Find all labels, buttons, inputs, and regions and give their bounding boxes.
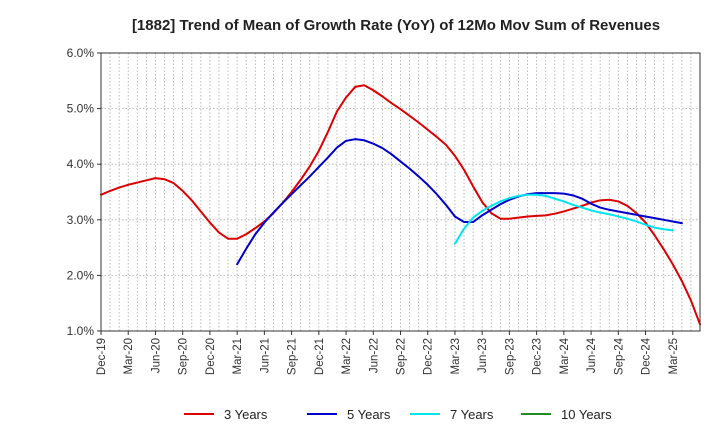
x-tick-label: Dec-20 (205, 338, 217, 375)
plot-frame (100, 52, 701, 332)
x-tick-label: Jun-22 (368, 338, 380, 373)
x-tick-label: Mar-20 (123, 338, 135, 374)
x-tick-label: Sep-24 (613, 337, 625, 375)
x-tick-label: Sep-20 (178, 338, 190, 375)
x-axis-ticks: Dec-19 Mar-20 Jun-20 Sep-20 Dec-20 Mar-21 Jun-… (96, 331, 680, 375)
x-tick-label: Mar-21 (232, 338, 244, 374)
x-tick-label: Dec-22 (423, 338, 435, 375)
legend-label-3-years: 3 Years (224, 407, 268, 422)
plot-area (101, 53, 700, 331)
x-tick-label: Jun-21 (259, 338, 271, 373)
x-tick-label: Sep-23 (504, 338, 516, 375)
x-tick-label: Sep-21 (287, 338, 299, 375)
x-tick-label: Mar-25 (668, 338, 680, 374)
grid-lines (101, 53, 700, 331)
x-tick-label: Dec-24 (641, 337, 653, 375)
series-lines (100, 84, 701, 326)
x-tick-label: Mar-23 (450, 338, 462, 374)
x-tick-label: Dec-21 (314, 338, 326, 375)
y-tick-label: 2.0% (67, 268, 95, 282)
y-tick-label: 3.0% (67, 213, 95, 227)
legend-label-7-years: 7 Years (450, 407, 494, 422)
legend-label-5-years: 5 Years (347, 407, 391, 422)
y-tick-label: 5.0% (67, 102, 95, 116)
y-tick-label: 4.0% (67, 157, 95, 171)
x-tick-label: Dec-23 (532, 338, 544, 375)
x-tick-label: Dec-19 (96, 338, 108, 375)
x-tick-label: Mar-24 (559, 337, 571, 374)
x-tick-label: Mar-22 (341, 338, 353, 374)
x-tick-label: Sep-22 (396, 338, 408, 375)
x-tick-label: Jun-24 (586, 337, 598, 373)
y-tick-label: 1.0% (67, 324, 95, 338)
legend-label-10-years: 10 Years (561, 407, 612, 422)
plot-border (100, 52, 701, 332)
legend: 3 Years 5 Years 7 Years 10 Years (184, 407, 612, 422)
chart-title: [1882] Trend of Mean of Growth Rate (YoY… (132, 17, 660, 34)
series-line-3-years (100, 84, 701, 326)
x-tick-label: Jun-20 (150, 338, 162, 373)
y-tick-label: 6.0% (67, 46, 95, 60)
series-line-5-years (236, 138, 683, 266)
x-tick-label: Jun-23 (477, 338, 489, 373)
plot-background (101, 53, 700, 331)
y-axis-ticks: 1.0% 2.0% 3.0% 4.0% 5.0% 6.0% (67, 46, 101, 338)
series-line-7-years (453, 193, 674, 245)
